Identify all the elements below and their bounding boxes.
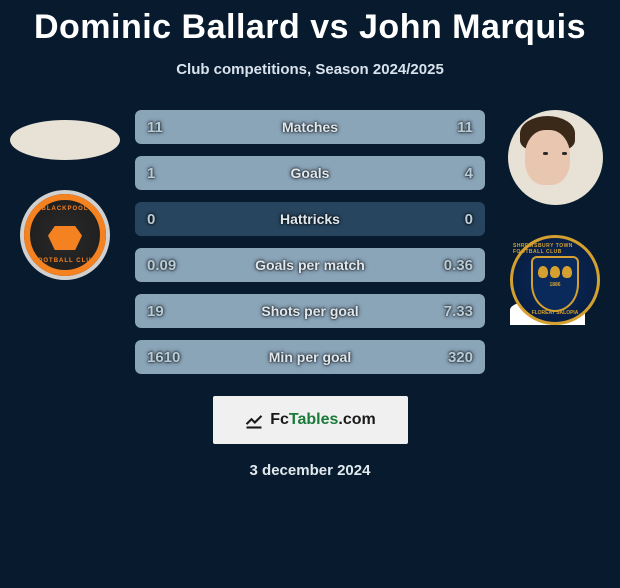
stat-value-right: 320	[448, 349, 473, 366]
page-title: Dominic Ballard vs John Marquis	[0, 8, 620, 47]
stat-label: Matches	[282, 119, 338, 135]
left-player-column: BLACKPOOL FOOTBALL CLUB	[10, 110, 120, 280]
stat-value-right: 4	[465, 165, 473, 182]
right-player-column: SHREWSBURY TOWN FOOTBALL CLUB 1886 FLORE…	[500, 110, 610, 325]
badge-year: 1886	[549, 282, 560, 288]
stat-label: Shots per goal	[261, 303, 358, 319]
stats-table: 11Matches111Goals40Hattricks00.09Goals p…	[135, 110, 485, 374]
chart-icon	[244, 410, 264, 430]
stat-value-left: 1610	[147, 349, 180, 366]
stat-value-left: 0.09	[147, 257, 176, 274]
stat-row: 0.09 Goals per match 0.36	[135, 248, 485, 282]
stat-label: Min per goal	[269, 349, 351, 365]
stat-value-left: 1	[147, 165, 155, 182]
club-badge-shrewsbury: SHREWSBURY TOWN FOOTBALL CLUB 1886 FLORE…	[510, 235, 600, 325]
stat-value-right: 0	[465, 211, 473, 228]
stat-bar-left	[135, 156, 205, 190]
stat-row: 1 Goals 4	[135, 156, 485, 190]
page-subtitle: Club competitions, Season 2024/2025	[0, 61, 620, 78]
stat-value-left: 11	[147, 119, 163, 136]
club-badge-blackpool: BLACKPOOL FOOTBALL CLUB	[20, 190, 110, 280]
stat-value-left: 19	[147, 303, 164, 320]
stat-value-right: 0.36	[444, 257, 473, 274]
stat-value-left: 0	[147, 211, 155, 228]
stat-value-right: 11	[457, 119, 473, 136]
stat-label: Goals	[291, 165, 330, 181]
player-right-avatar	[508, 110, 603, 205]
stat-row: 11 Matches 11	[135, 110, 485, 144]
date-label: 3 december 2024	[0, 462, 620, 479]
stat-bar-right	[205, 156, 485, 190]
badge-text: BLACKPOOL	[42, 206, 89, 212]
stat-value-right: 7.33	[444, 303, 473, 320]
stat-label: Goals per match	[255, 257, 365, 273]
stat-label: Hattricks	[280, 211, 340, 227]
stat-row: 0 Hattricks 0	[135, 202, 485, 236]
stat-row: 19 Shots per goal 7.33	[135, 294, 485, 328]
badge-text: FLOREAT SALOPIA	[532, 310, 579, 316]
badge-text: FOOTBALL CLUB	[33, 258, 97, 264]
brand-badge: FcTables.com	[213, 396, 408, 444]
badge-text: SHREWSBURY TOWN FOOTBALL CLUB	[513, 243, 597, 255]
stat-row: 1610 Min per goal 320	[135, 340, 485, 374]
player-left-avatar	[10, 120, 120, 160]
brand-text: FcTables.com	[270, 411, 376, 429]
comparison-content: BLACKPOOL FOOTBALL CLUB SHREWSBURY TOWN …	[0, 110, 620, 479]
